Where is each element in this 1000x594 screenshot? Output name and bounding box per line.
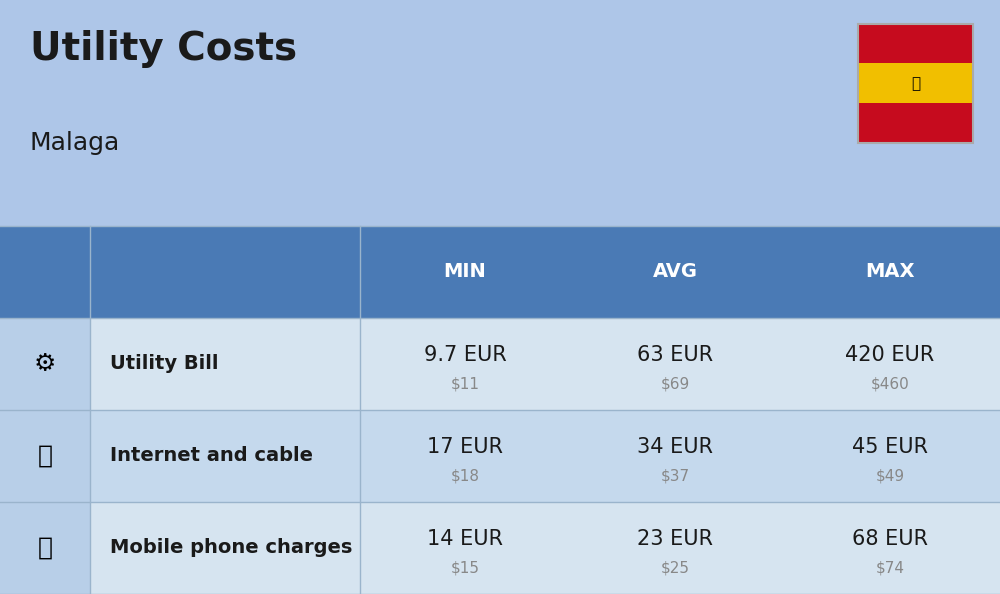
- FancyBboxPatch shape: [0, 318, 90, 410]
- Text: 📶: 📶: [38, 444, 52, 468]
- Text: $15: $15: [450, 561, 479, 576]
- Text: 23 EUR: 23 EUR: [637, 529, 713, 549]
- Text: AVG: AVG: [652, 263, 697, 281]
- Text: 📱: 📱: [38, 536, 52, 560]
- FancyBboxPatch shape: [0, 318, 1000, 410]
- Text: $460: $460: [871, 377, 909, 391]
- Text: $37: $37: [660, 469, 690, 484]
- Text: 63 EUR: 63 EUR: [637, 345, 713, 365]
- Text: $25: $25: [660, 561, 689, 576]
- FancyBboxPatch shape: [858, 64, 973, 103]
- FancyBboxPatch shape: [0, 410, 90, 502]
- Text: 420 EUR: 420 EUR: [845, 345, 935, 365]
- Text: MAX: MAX: [865, 263, 915, 281]
- Text: Utility Bill: Utility Bill: [110, 355, 218, 373]
- FancyBboxPatch shape: [0, 502, 90, 594]
- Text: $69: $69: [660, 377, 690, 391]
- FancyBboxPatch shape: [0, 410, 1000, 502]
- FancyBboxPatch shape: [858, 103, 973, 143]
- Text: $11: $11: [450, 377, 479, 391]
- Text: ⚙: ⚙: [34, 352, 56, 376]
- Text: 🛡: 🛡: [911, 75, 920, 91]
- FancyBboxPatch shape: [858, 24, 973, 64]
- FancyBboxPatch shape: [0, 502, 1000, 594]
- Text: 34 EUR: 34 EUR: [637, 437, 713, 457]
- Text: 14 EUR: 14 EUR: [427, 529, 503, 549]
- Text: Utility Costs: Utility Costs: [30, 30, 297, 68]
- Text: Malaga: Malaga: [30, 131, 120, 154]
- Text: 17 EUR: 17 EUR: [427, 437, 503, 457]
- Text: $74: $74: [876, 561, 904, 576]
- Text: 45 EUR: 45 EUR: [852, 437, 928, 457]
- Text: MIN: MIN: [444, 263, 486, 281]
- Text: $49: $49: [875, 469, 905, 484]
- Text: Mobile phone charges: Mobile phone charges: [110, 539, 352, 557]
- Text: $18: $18: [450, 469, 479, 484]
- FancyBboxPatch shape: [0, 226, 1000, 318]
- Text: 68 EUR: 68 EUR: [852, 529, 928, 549]
- Text: 9.7 EUR: 9.7 EUR: [424, 345, 506, 365]
- Text: Internet and cable: Internet and cable: [110, 447, 313, 465]
